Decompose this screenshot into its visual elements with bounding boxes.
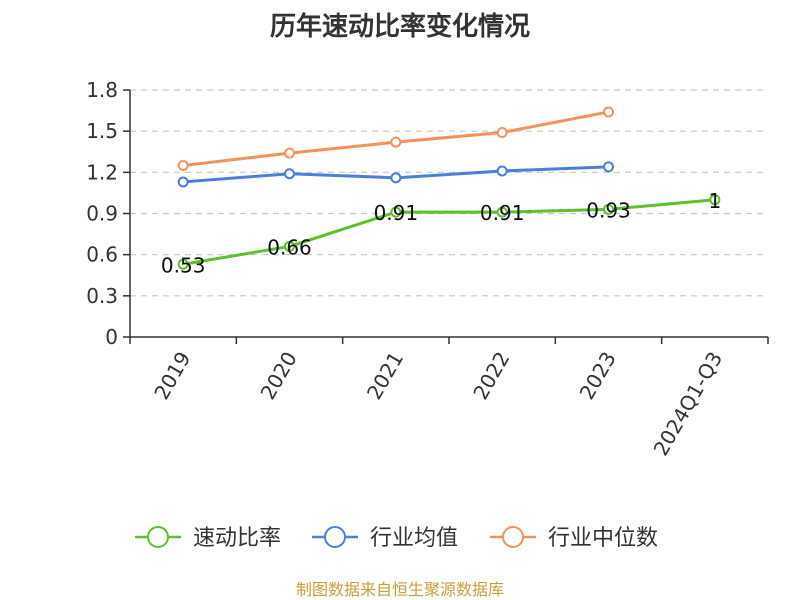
data-point[interactable] <box>390 172 402 184</box>
data-point[interactable] <box>284 240 295 252</box>
data-label: 0.91 <box>374 201 419 225</box>
y-tick-label: 0.6 <box>86 243 118 267</box>
data-point[interactable] <box>603 106 614 118</box>
x-tick-label: 2019 <box>149 348 195 404</box>
legend-label: 行业中位数 <box>548 526 658 551</box>
data-point[interactable] <box>390 136 402 148</box>
legend-item[interactable]: 行业中位数 <box>490 526 658 551</box>
data-point[interactable] <box>177 176 189 188</box>
legend-label: 行业均值 <box>370 526 458 551</box>
legend-marker <box>502 526 524 548</box>
data-label: 0.93 <box>586 198 631 222</box>
source-note: 制图数据来自恒生聚源数据库 <box>295 580 504 599</box>
data-point[interactable] <box>496 127 508 139</box>
data-point[interactable] <box>390 206 402 218</box>
data-point[interactable] <box>177 258 189 270</box>
data-label: 0.53 <box>161 253 206 277</box>
legend-marker <box>147 526 169 548</box>
data-label: 0.66 <box>267 235 312 259</box>
data-point[interactable] <box>496 165 508 177</box>
y-tick-label: 1.5 <box>86 119 118 143</box>
data-label: 0.91 <box>480 201 525 225</box>
data-point[interactable] <box>284 168 295 180</box>
legend-label: 速动比率 <box>193 526 281 551</box>
y-tick-label: 0 <box>105 325 118 349</box>
y-tick-label: 0.9 <box>86 202 118 226</box>
data-label: 1 <box>708 189 721 213</box>
x-tick-label: 2024Q1-Q3 <box>648 348 727 460</box>
legend-item[interactable]: 速动比率 <box>135 526 281 551</box>
data-point[interactable] <box>496 206 508 218</box>
y-tick-label: 0.3 <box>86 284 118 308</box>
x-tick-label: 2021 <box>362 348 408 404</box>
chart-title: 历年速动比率变化情况 <box>269 12 530 42</box>
legend-item[interactable]: 行业均值 <box>312 526 458 551</box>
y-tick-label: 1.2 <box>86 160 118 184</box>
legend-marker <box>324 526 346 548</box>
x-tick-label: 2023 <box>575 348 621 404</box>
x-tick-label: 2022 <box>468 347 514 403</box>
series-line-0 <box>182 198 715 266</box>
x-tick-label: 2020 <box>256 348 302 404</box>
data-point[interactable] <box>284 147 295 159</box>
y-tick-label: 1.8 <box>86 78 118 102</box>
data-point[interactable] <box>709 194 721 206</box>
data-point[interactable] <box>177 159 189 171</box>
data-point[interactable] <box>603 161 614 173</box>
data-point[interactable] <box>603 203 614 215</box>
